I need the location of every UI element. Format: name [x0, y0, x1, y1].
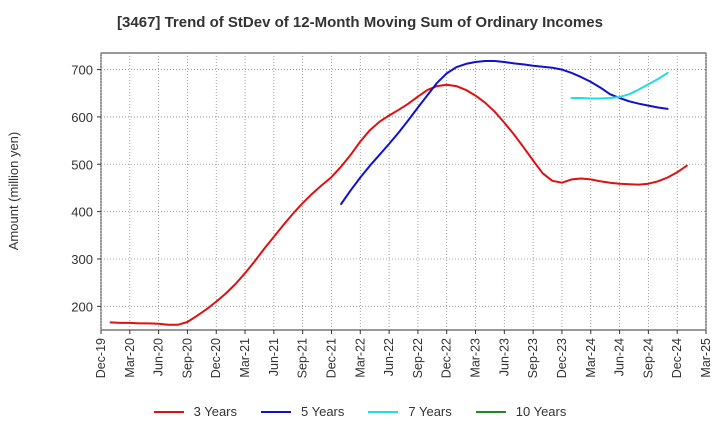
x-tick-label: Mar-22 — [353, 338, 367, 378]
y-axis-ticks: 200 300 400 500 600 700 — [71, 63, 101, 314]
legend-label: 10 Years — [515, 404, 567, 419]
legend-swatch — [368, 410, 399, 413]
x-tick-label: Dec-20 — [209, 338, 223, 378]
x-axis-ticks: Dec-19 Mar-20 Jun-20 Sep-20 Dec-20 Mar-21 Jun-… — [94, 330, 713, 378]
x-tick-label: Mar-24 — [584, 338, 598, 378]
series-layer — [109, 60, 688, 326]
legend-swatch — [475, 410, 506, 413]
chart-title: [3467] Trend of StDev of 12-Month Moving… — [117, 14, 603, 31]
y-tick-label: 600 — [71, 110, 93, 125]
x-tick-label: Sep-21 — [296, 338, 310, 378]
legend-label: 5 Years — [301, 404, 345, 419]
x-tick-label: Sep-23 — [526, 338, 540, 378]
x-tick-label: Dec-24 — [670, 338, 684, 378]
series-line-5-years — [340, 60, 669, 205]
y-tick-label: 400 — [71, 205, 93, 220]
x-tick-label: Sep-22 — [411, 338, 425, 378]
grid-lines — [100, 53, 707, 330]
y-tick-label: 300 — [71, 252, 93, 267]
x-tick-label: Sep-24 — [641, 338, 655, 378]
x-tick-label: Jun-24 — [613, 338, 627, 376]
x-tick-label: Jun-23 — [497, 338, 511, 376]
x-tick-label: Jun-20 — [152, 338, 166, 376]
y-tick-label: 200 — [71, 299, 93, 314]
plot-area — [100, 52, 707, 331]
legend-swatch — [261, 410, 291, 413]
legend-item: 3 Years — [153, 404, 237, 419]
legend-swatch — [153, 410, 184, 413]
x-tick-label: Dec-21 — [324, 338, 338, 378]
x-tick-label: Dec-22 — [440, 338, 454, 378]
legend-label: 7 Years — [408, 404, 452, 419]
legend-label: 3 Years — [193, 404, 237, 419]
x-tick-label: Dec-19 — [94, 338, 108, 378]
legend-item: 7 Years — [368, 404, 452, 419]
legend-item: 5 Years — [261, 404, 344, 419]
x-tick-label: Jun-22 — [382, 338, 396, 376]
x-tick-label: Jun-21 — [267, 338, 281, 376]
legend: 3 Years 5 Years 7 Years 10 Years — [0, 404, 720, 419]
y-axis-label: Amount (million yen) — [6, 132, 21, 251]
x-tick-label: Mar-20 — [123, 338, 137, 378]
series-line-7-years — [570, 71, 669, 100]
x-tick-label: Mar-21 — [238, 338, 252, 378]
x-tick-label: Sep-20 — [180, 338, 194, 378]
x-tick-label: Dec-23 — [555, 338, 569, 378]
x-tick-label: Mar-25 — [699, 338, 713, 378]
y-tick-label: 500 — [71, 157, 93, 172]
series-line-3-years — [109, 83, 688, 326]
y-tick-label: 700 — [71, 63, 93, 78]
legend-item: 10 Years — [475, 404, 567, 419]
x-tick-label: Mar-23 — [469, 338, 483, 378]
